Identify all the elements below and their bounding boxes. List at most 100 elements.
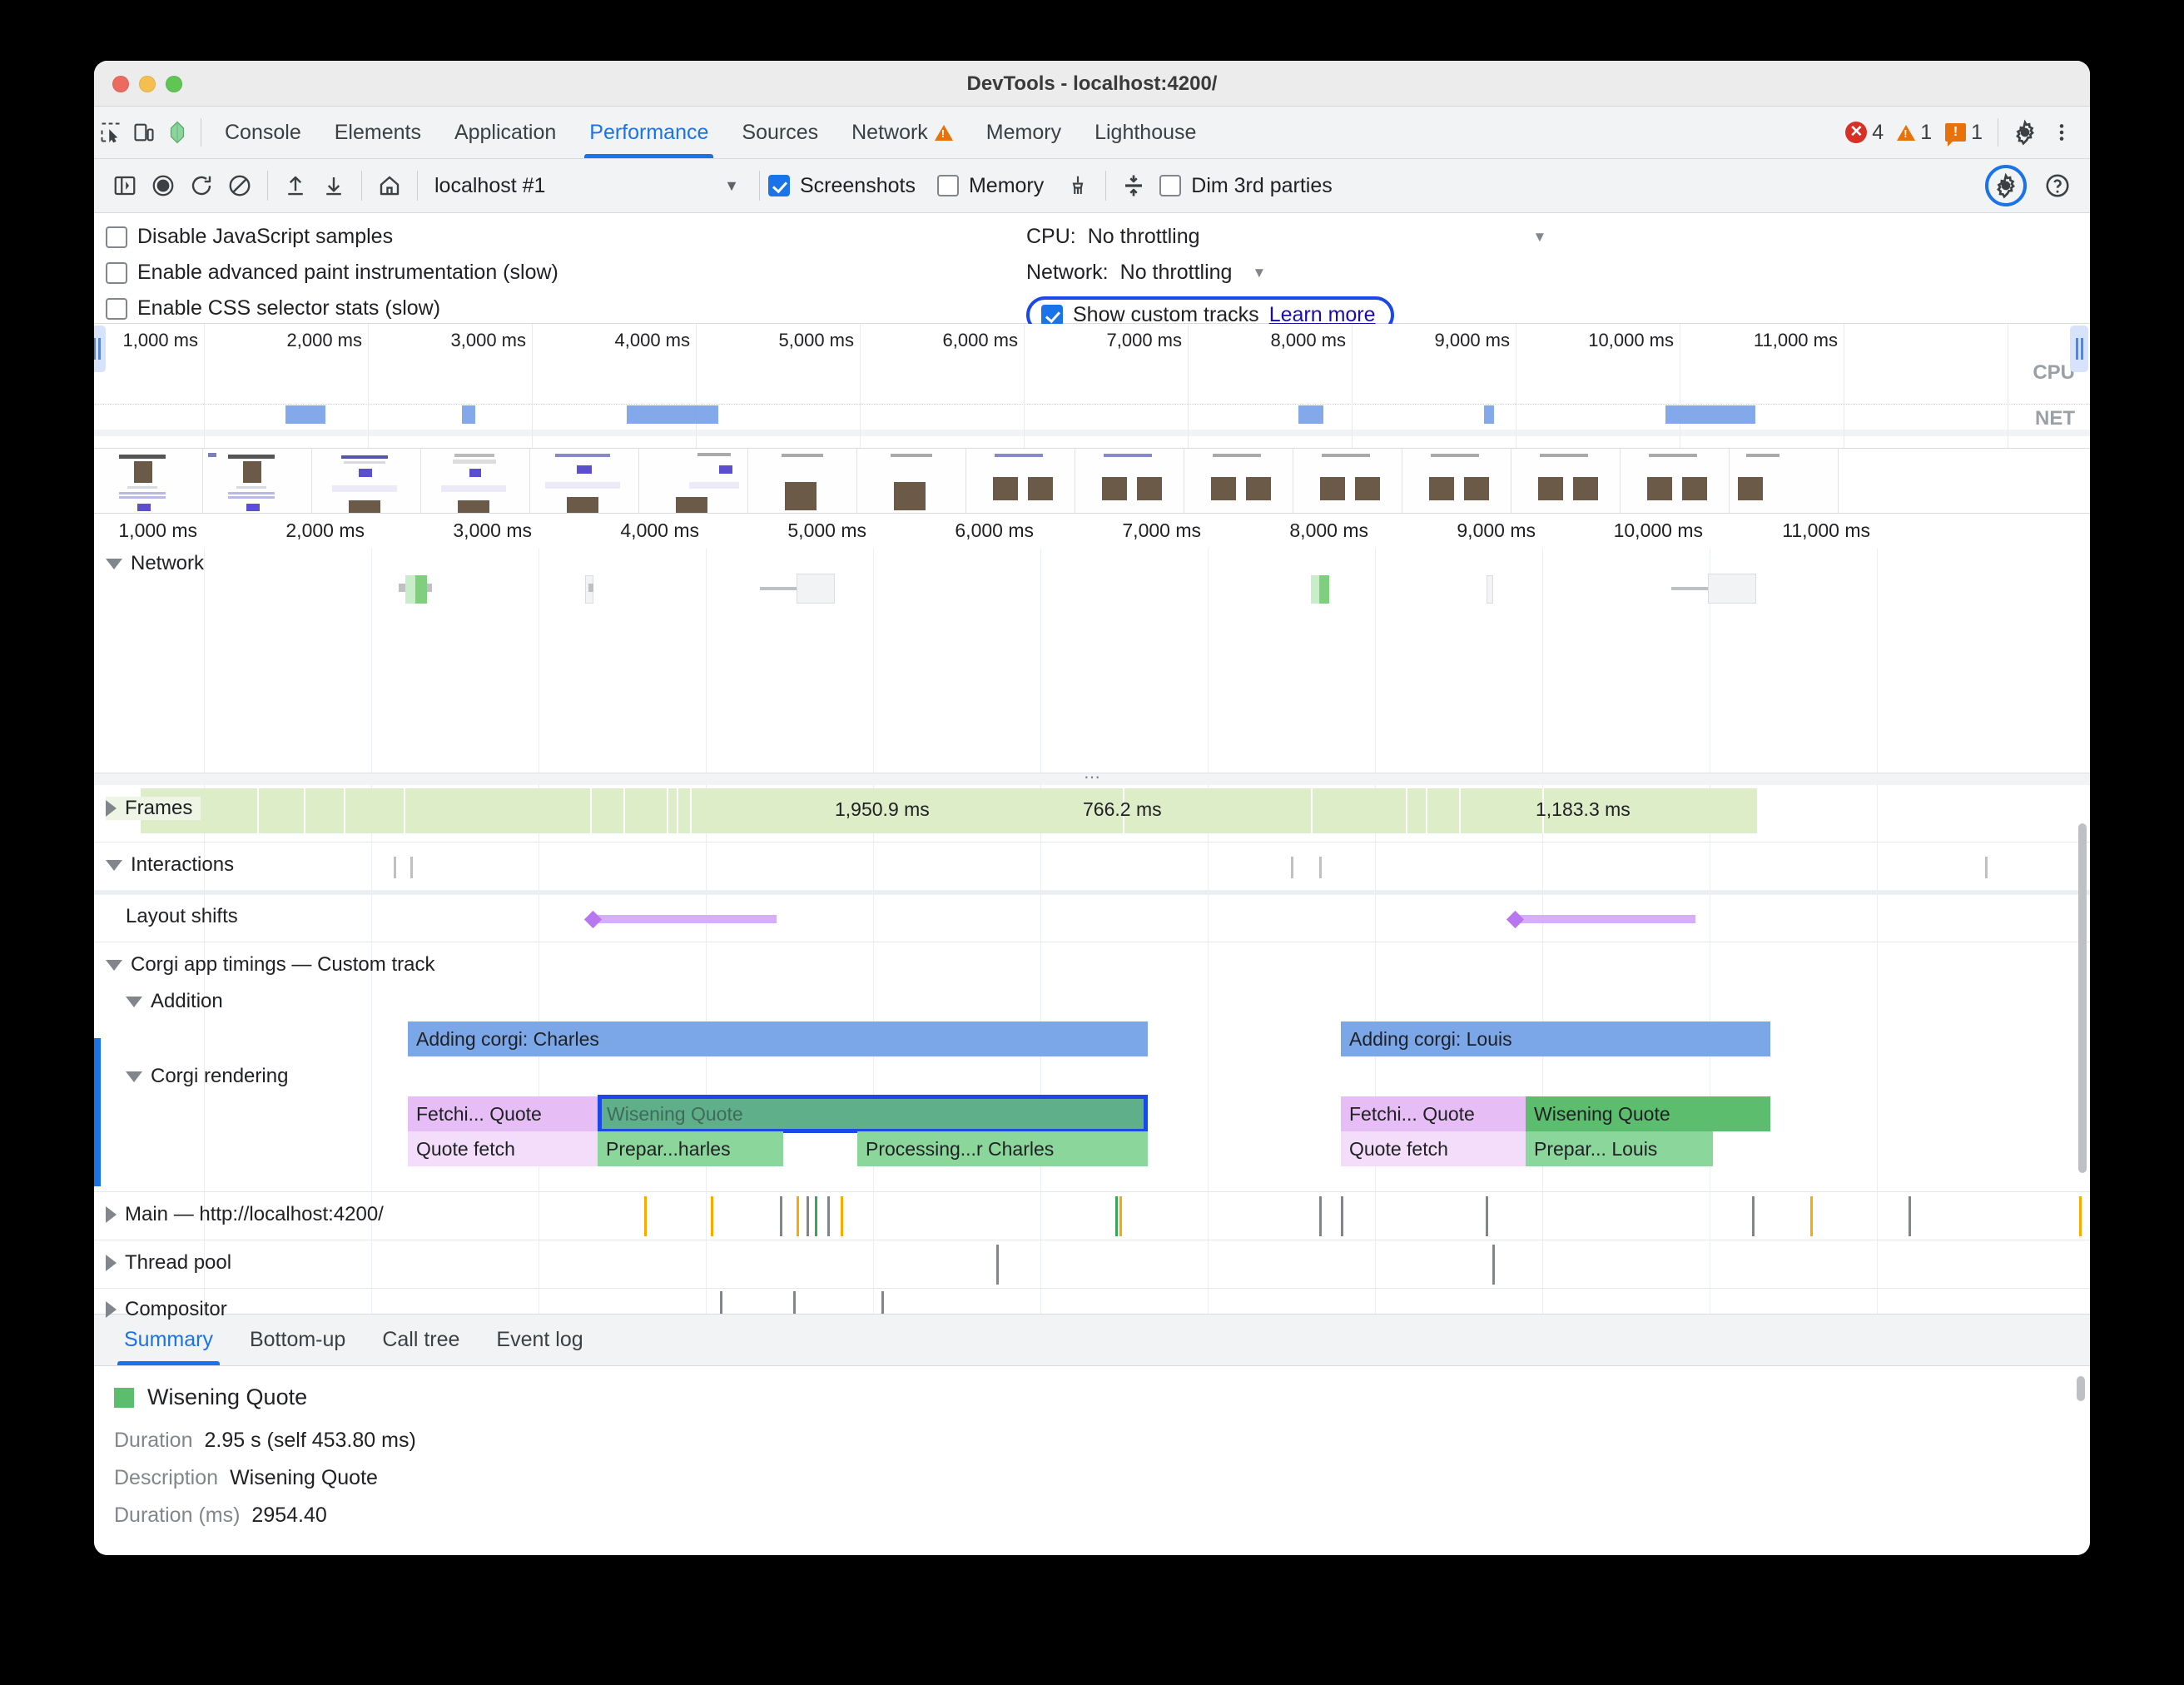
chevron-down-icon[interactable]: ▼ [1252,264,1267,281]
lighthouse-gem-icon[interactable] [161,116,194,149]
dim-third-parties-checkbox[interactable]: Dim 3rd parties [1159,174,1333,198]
interaction-marker[interactable] [1291,857,1293,878]
flame-entry-fetching-quote[interactable]: Fetchi... Quote [408,1096,598,1131]
close-window-button[interactable] [112,76,129,92]
chevron-down-icon[interactable] [106,959,122,971]
layout-shift-marker[interactable] [1506,910,1525,929]
flame-entry-adding-louis[interactable]: Adding corgi: Louis [1341,1021,1770,1056]
flame-entry-wisening-quote-selected[interactable]: Wisening Quote [598,1095,1148,1133]
track-compositor-header[interactable]: Compositor [106,1298,227,1321]
track-layout-shifts[interactable]: Layout shifts [94,897,2090,940]
minimize-window-button[interactable] [139,76,156,92]
capture-settings-gear-icon[interactable] [1985,165,2027,206]
record-icon[interactable] [144,167,182,205]
flame-entry-processing-charles[interactable]: Processing...r Charles [857,1131,1148,1166]
network-request-bar[interactable] [797,574,835,604]
compositor-marker[interactable] [793,1291,796,1320]
flame-entry-adding-charles[interactable]: Adding corgi: Charles [408,1021,1148,1056]
session-selector[interactable]: localhost #1 ▼ [426,174,751,198]
chevron-down-icon[interactable] [126,996,142,1007]
track-frames-header[interactable]: Frames [106,797,201,820]
filmstrip-frame[interactable] [203,449,312,513]
chevron-down-icon[interactable] [106,859,122,871]
flame-entry-quote-fetch[interactable]: Quote fetch [408,1131,598,1166]
screenshots-checkbox[interactable]: Screenshots [768,174,916,198]
filmstrip-frame[interactable] [748,449,857,513]
main-activity-marker[interactable] [1752,1196,1755,1236]
track-group-rendering-header[interactable]: Corgi rendering [126,1065,288,1088]
track-custom-corgi[interactable]: Corgi app timings — Custom track Additio… [94,947,2090,1188]
chevron-down-icon[interactable]: ▼ [1532,228,1547,245]
filmstrip-frame[interactable] [1075,449,1184,513]
filmstrip-frame[interactable] [421,449,530,513]
network-request-bar[interactable] [399,584,405,592]
chevron-down-icon[interactable] [106,558,122,569]
filmstrip-frame[interactable] [1402,449,1511,513]
filmstrip-frame[interactable] [1511,449,1621,513]
clear-icon[interactable] [221,167,259,205]
learn-more-link[interactable]: Learn more [1268,303,1376,326]
settings-gear-icon[interactable] [2008,116,2042,149]
filmstrip-frame[interactable] [1621,449,1730,513]
tab-call-tree[interactable]: Call tree [364,1315,478,1365]
reload-and-record-icon[interactable] [182,167,221,205]
main-activity-marker[interactable] [807,1196,809,1236]
main-activity-marker[interactable] [815,1196,817,1236]
save-profile-icon[interactable] [315,167,353,205]
tab-event-log[interactable]: Event log [478,1315,601,1365]
layout-shift-marker[interactable] [583,910,603,929]
chevron-right-icon[interactable] [106,800,117,817]
frames-band[interactable] [141,788,1757,833]
main-activity-marker[interactable] [711,1196,713,1236]
main-activity-marker[interactable] [1115,1196,1118,1236]
flame-entry-quote-fetch[interactable]: Quote fetch [1341,1131,1526,1166]
main-activity-marker[interactable] [644,1196,647,1236]
track-thread-pool-header[interactable]: Thread pool [106,1251,231,1275]
network-request-bar[interactable] [588,584,593,592]
network-request-bar[interactable] [1487,575,1493,604]
main-activity-marker[interactable] [1119,1196,1122,1236]
tab-sources[interactable]: Sources [725,107,835,158]
filmstrip-frame[interactable] [1730,449,1839,513]
load-profile-icon[interactable] [276,167,315,205]
more-options-icon[interactable] [2045,116,2078,149]
disable-js-samples-checkbox[interactable]: Disable JavaScript samples [106,225,1026,249]
chevron-right-icon[interactable] [106,1255,117,1271]
network-request-bar[interactable] [1708,574,1756,604]
sidebar-toggle-icon[interactable] [106,167,144,205]
main-activity-marker[interactable] [827,1196,830,1236]
layout-shift-bar[interactable] [1514,915,1695,923]
main-activity-marker[interactable] [1486,1196,1488,1236]
network-request-bar[interactable] [405,575,415,604]
filmstrip-frame[interactable] [94,449,203,513]
tab-application[interactable]: Application [438,107,573,158]
main-activity-marker[interactable] [1909,1196,1911,1236]
track-interactions-header[interactable]: Interactions [106,853,234,877]
thread-pool-marker[interactable] [1492,1245,1495,1285]
main-activity-marker[interactable] [2079,1196,2082,1236]
track-frames[interactable]: Frames 1,950.9 ms 766.2 ms 1,183.3 ms [94,785,2090,837]
overview-window-right-handle[interactable] [2070,326,2088,372]
track-compositor[interactable]: Compositor [94,1291,2090,1321]
track-network-header[interactable]: Network [106,552,204,575]
flame-entry-fetching-quote[interactable]: Fetchi... Quote [1341,1096,1526,1131]
filmstrip-frame[interactable] [1184,449,1293,513]
overview-window-left-handle[interactable] [94,326,106,372]
css-selector-stats-checkbox[interactable]: Enable CSS selector stats (slow) [106,296,1026,321]
inspect-element-icon[interactable] [94,116,127,149]
interaction-marker[interactable] [410,857,413,878]
interaction-marker[interactable] [1319,857,1322,878]
track-layout-shifts-header[interactable]: Layout shifts [126,905,238,928]
main-activity-marker[interactable] [841,1196,843,1236]
timeline-tracks[interactable]: Network ⋯ [94,549,2090,1321]
help-icon[interactable] [2038,167,2077,205]
compositor-marker[interactable] [881,1291,884,1320]
track-interactions[interactable]: Interactions [94,845,2090,888]
drawer-scrollbar[interactable] [2077,1376,2085,1401]
issue-count-badge[interactable]: 1 [1940,121,1988,147]
flame-entry-wisening-quote[interactable]: Wisening Quote [1526,1096,1770,1131]
main-activity-marker[interactable] [1319,1196,1322,1236]
filmstrip-frame[interactable] [857,449,966,513]
network-request-bar[interactable] [427,584,432,592]
filmstrip-frame[interactable] [312,449,421,513]
